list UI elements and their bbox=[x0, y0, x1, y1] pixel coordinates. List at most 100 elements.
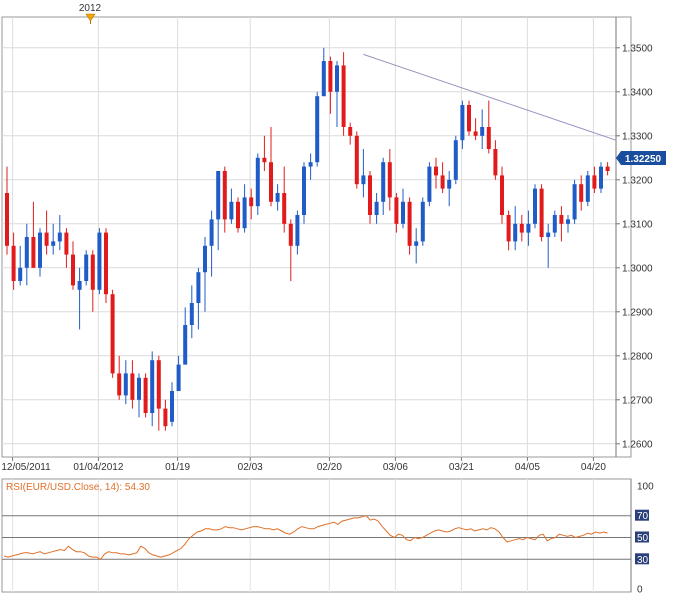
candle bbox=[11, 232, 16, 290]
date-tick-label: 03/21 bbox=[449, 462, 474, 473]
candle bbox=[189, 285, 194, 339]
candle bbox=[519, 215, 524, 242]
candle bbox=[242, 184, 247, 233]
event-marker-label: 2012 bbox=[79, 3, 102, 14]
candle-body bbox=[97, 232, 102, 290]
candle-body bbox=[546, 232, 551, 237]
candle bbox=[374, 193, 379, 224]
candle-body bbox=[513, 223, 518, 242]
price-tick-label: 1.3400 bbox=[622, 87, 653, 98]
candle bbox=[473, 118, 478, 141]
candle bbox=[236, 197, 240, 233]
candle-body bbox=[387, 162, 392, 198]
candle bbox=[513, 206, 518, 251]
candle bbox=[401, 188, 405, 229]
candle-body bbox=[493, 149, 498, 176]
candle-body bbox=[51, 241, 56, 246]
candle-body bbox=[335, 65, 339, 92]
candle-body bbox=[420, 201, 425, 242]
candle bbox=[506, 210, 511, 251]
candle bbox=[605, 162, 610, 176]
date-tick-label: 01/04/2012 bbox=[73, 462, 123, 473]
candle bbox=[170, 382, 174, 427]
candle bbox=[262, 135, 267, 171]
price-tick-label: 1.2800 bbox=[622, 351, 653, 362]
candle-body bbox=[236, 201, 240, 229]
rsi-axis-ticks: 100 70 50 30 0 bbox=[635, 482, 654, 596]
candle-body bbox=[44, 232, 49, 246]
rsi-series-line bbox=[3, 515, 608, 560]
candle bbox=[143, 373, 148, 418]
candle bbox=[57, 215, 62, 251]
date-tick-label: 12/05/2011 bbox=[1, 462, 51, 473]
rsi-level-badge bbox=[635, 509, 649, 521]
price-axis-ticks: 1.3500 1.3400 1.3300 1.3200 1.3100 1.3000 1.29… bbox=[616, 43, 653, 450]
candle-body bbox=[447, 179, 452, 189]
candle-body bbox=[480, 127, 485, 136]
candle-body bbox=[321, 61, 326, 97]
rsi-tick-label: 70 bbox=[637, 511, 649, 522]
candle bbox=[44, 210, 49, 255]
candle bbox=[209, 210, 214, 277]
candle-body bbox=[189, 303, 194, 325]
candle-body bbox=[242, 197, 247, 229]
candles bbox=[5, 47, 610, 431]
price-tick-label: 1.2900 bbox=[622, 307, 653, 318]
candle bbox=[90, 250, 95, 312]
rsi-legend: RSI(EUR/USD.Close, 14): 54.30 bbox=[6, 482, 150, 493]
candle bbox=[480, 109, 485, 149]
candle bbox=[599, 162, 603, 193]
candle bbox=[282, 166, 287, 233]
candle bbox=[71, 241, 75, 290]
candle-body bbox=[110, 294, 115, 374]
candle-body bbox=[315, 96, 320, 163]
candle-body bbox=[123, 373, 128, 396]
candle bbox=[51, 223, 56, 255]
candle bbox=[572, 179, 577, 224]
candle bbox=[38, 228, 42, 277]
candle-body bbox=[572, 184, 577, 220]
date-tick-label: 02/20 bbox=[317, 462, 342, 473]
candle bbox=[546, 223, 551, 268]
candle-body bbox=[90, 254, 95, 290]
candle-body bbox=[453, 140, 458, 180]
candle-body bbox=[585, 175, 590, 202]
event-marker-icon[interactable] bbox=[85, 13, 96, 22]
last-price-tag: 1.32250 bbox=[616, 151, 666, 165]
candle-body bbox=[566, 219, 570, 224]
candle-body bbox=[24, 237, 29, 268]
rsi-panel-frame bbox=[1, 478, 632, 593]
candle bbox=[585, 171, 590, 207]
candle-body bbox=[216, 171, 221, 220]
candle bbox=[176, 355, 181, 391]
candle-body bbox=[407, 201, 412, 246]
price-tick-label: 1.3200 bbox=[622, 175, 653, 186]
candle bbox=[348, 122, 353, 145]
candle bbox=[321, 47, 326, 97]
candle bbox=[539, 184, 544, 242]
candle-body bbox=[341, 65, 346, 127]
candle bbox=[440, 162, 445, 193]
date-tick-label: 02/03 bbox=[238, 462, 263, 473]
candle bbox=[288, 219, 293, 281]
candle bbox=[328, 56, 333, 114]
price-panel-frame bbox=[1, 16, 632, 458]
candle bbox=[592, 166, 597, 193]
candle bbox=[361, 149, 366, 198]
candle-body bbox=[533, 188, 537, 224]
candle bbox=[156, 355, 161, 431]
candle-body bbox=[150, 360, 155, 413]
candle-body bbox=[599, 166, 603, 189]
candle-body bbox=[71, 254, 75, 286]
date-tick-label: 04/05 bbox=[515, 462, 540, 473]
candle-body bbox=[222, 171, 227, 220]
trendline[interactable] bbox=[363, 53, 617, 141]
candle-body bbox=[500, 175, 504, 215]
candle-body bbox=[368, 175, 372, 215]
candle bbox=[308, 153, 313, 180]
candle bbox=[255, 153, 260, 215]
rsi-tick-label: 0 bbox=[637, 585, 643, 596]
candle bbox=[18, 245, 23, 286]
candle bbox=[183, 307, 188, 365]
candle bbox=[427, 162, 432, 207]
